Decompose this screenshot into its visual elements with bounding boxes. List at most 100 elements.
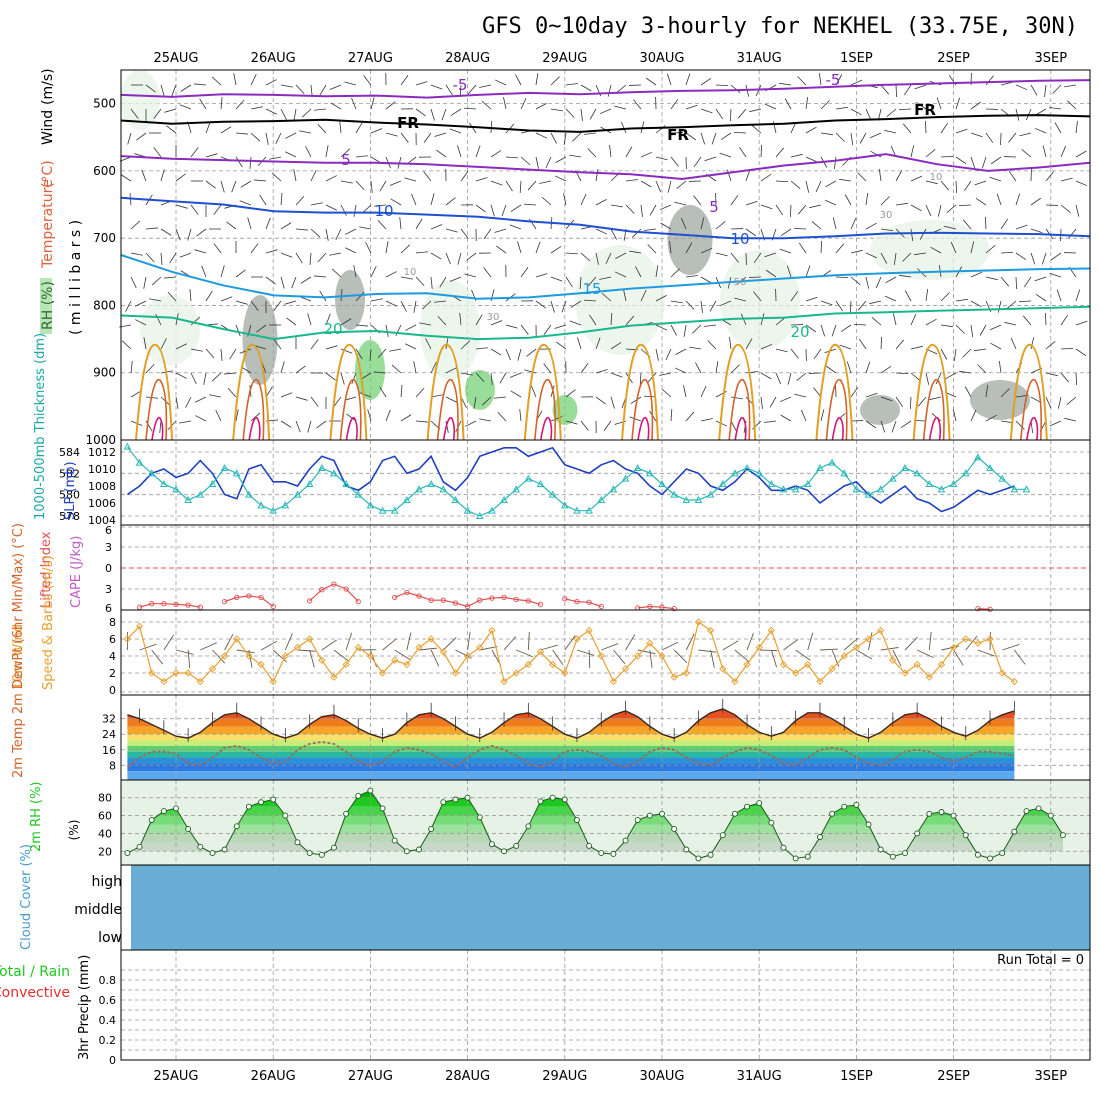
wind-barb: [925, 148, 936, 158]
wind-barb: [925, 372, 930, 385]
wind-barb: [886, 108, 897, 118]
thickness-point: [755, 469, 764, 477]
wind-barb: [786, 265, 792, 278]
wind-barb: [884, 129, 897, 134]
wind-barb: [925, 204, 932, 217]
wind-barb: [297, 649, 316, 652]
wind-barb: [565, 389, 576, 398]
wind-barb: [554, 324, 567, 329]
wind-barb: [196, 228, 207, 237]
rh-point: [391, 837, 398, 844]
wind-barb: [990, 342, 1002, 350]
wind-barb: [649, 204, 657, 216]
lifted-index-line: [309, 583, 359, 603]
wind-barb: [345, 632, 353, 651]
wind-barb: [211, 372, 222, 382]
wind-barb: [962, 219, 972, 230]
wind-barb: [630, 396, 642, 404]
wind-barb: [1015, 276, 1018, 290]
axis-label-temperature: Temperature: [40, 179, 56, 269]
thickness-point: [633, 463, 642, 471]
wind-barb: [984, 216, 987, 230]
temperature-contour: [825, 378, 848, 441]
lifted-index-tick: 3: [105, 541, 112, 554]
thickness-point: [536, 479, 545, 487]
wind-barb: [587, 276, 597, 287]
thickness-point: [354, 490, 363, 498]
contour-label: 20: [790, 323, 809, 341]
thickness-point: [718, 479, 727, 487]
wind-barb: [659, 204, 672, 211]
pressure-tick: 700: [93, 231, 116, 245]
rh-point: [294, 839, 301, 846]
date-label-top: 1SEP: [840, 51, 873, 66]
wind-barb: [673, 649, 688, 664]
wind-barb: [730, 420, 737, 432]
wind-barb: [520, 324, 529, 335]
wind-barb: [442, 637, 457, 651]
wind-barb: [839, 178, 852, 182]
wind-speed-point: [427, 635, 435, 643]
wind-barb: [415, 420, 428, 423]
wind-barb: [629, 250, 642, 254]
rh-band: [127, 851, 1063, 865]
rh-point: [464, 794, 471, 801]
thickness-point: [852, 485, 861, 493]
wind-barb: [902, 252, 912, 262]
wind-barb: [610, 396, 615, 409]
wind-barb: [370, 97, 375, 110]
wind-barb: [517, 348, 522, 361]
rh-tick: 40: [98, 827, 112, 840]
wind-barb: [891, 420, 897, 433]
wind-barb: [609, 145, 612, 158]
wind-barb: [903, 84, 912, 96]
wind-speed-point: [208, 665, 217, 673]
wind-barb: [850, 217, 857, 230]
wind-barb: [824, 199, 837, 206]
lifted-index-tick: 0: [105, 562, 112, 575]
rh-point: [610, 851, 617, 857]
wind-barb: [779, 396, 792, 403]
rh-point: [622, 837, 629, 844]
wind-barb: [284, 633, 293, 651]
thickness-tick: 584: [59, 446, 80, 459]
wind-barb: [250, 106, 263, 110]
wind-speed-point: [378, 669, 387, 677]
slp-tick: 1010: [88, 463, 116, 476]
wind-barb: [730, 396, 743, 400]
wind-speed-point: [937, 660, 946, 669]
rh-line: [127, 789, 1064, 859]
rh-point: [221, 846, 228, 853]
wind-barb: [760, 343, 773, 350]
wind-barb: [970, 241, 975, 254]
wind-barb: [497, 411, 507, 422]
wind-barb: [950, 241, 957, 254]
thickness-point: [573, 506, 581, 514]
wind-barb: [884, 295, 897, 302]
wind-barb: [519, 180, 522, 193]
wind-speed-tick: 6: [109, 633, 116, 646]
thickness-point: [184, 495, 192, 503]
temperature-tick: 32: [102, 713, 116, 726]
wind-barb: [746, 633, 754, 651]
wind-speed-point: [463, 652, 472, 660]
wind-barb: [1002, 644, 1020, 651]
wind-barb: [233, 73, 237, 86]
wind-barb: [125, 300, 132, 312]
thickness-point: [646, 469, 654, 477]
rh-point: [513, 842, 520, 849]
wind-barb: [649, 649, 653, 668]
wind-barb: [670, 409, 673, 422]
wind-barb: [738, 146, 747, 158]
wind-barb: [820, 324, 826, 337]
wind-barb: [179, 104, 192, 110]
wind-barb: [340, 372, 345, 385]
wind-barb: [249, 156, 252, 169]
wind-barb: [265, 79, 277, 86]
wind-speed-point: [634, 652, 642, 660]
wind-barb: [685, 411, 695, 422]
wind-barb: [460, 228, 469, 239]
rh-point: [452, 796, 459, 803]
wind-barb: [280, 276, 285, 289]
wind-barb: [280, 392, 293, 398]
